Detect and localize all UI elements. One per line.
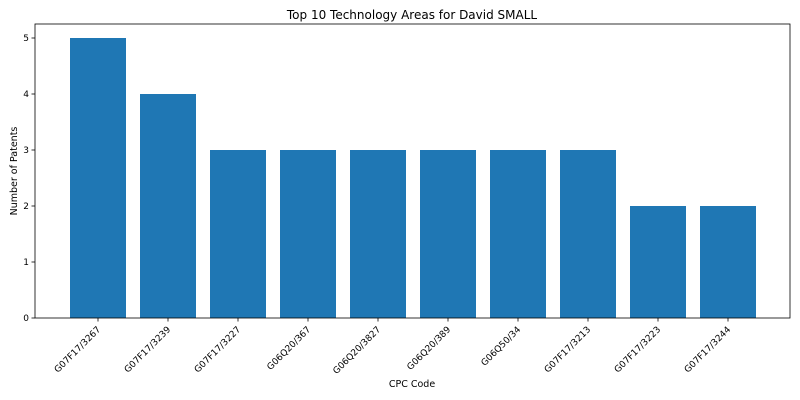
x-tick-label: G07F17/3223 xyxy=(613,325,663,375)
x-tick-label: G07F17/3239 xyxy=(123,325,173,375)
bar-g07f17-3213 xyxy=(560,150,616,318)
x-tick-label: G07F17/3244 xyxy=(683,325,733,375)
bar-g06q20-3827 xyxy=(350,150,406,318)
y-tick-label: 3 xyxy=(23,146,29,156)
bar-g07f17-3267 xyxy=(70,38,126,318)
bar-g07f17-3223 xyxy=(630,206,686,318)
x-axis-label: CPC Code xyxy=(389,379,435,390)
y-tick-label: 2 xyxy=(23,202,29,212)
y-tick-label: 5 xyxy=(23,34,29,44)
x-ticks: G07F17/3267 G07F17/3239 G07F17/3227 G06Q20/… xyxy=(53,318,733,377)
y-tick-label: 1 xyxy=(23,258,29,268)
y-axis-label: Number of Patents xyxy=(9,127,20,216)
bar-g07f17-3227 xyxy=(210,150,266,318)
x-tick-label: G06Q20/389 xyxy=(406,325,454,373)
y-tick-label: 4 xyxy=(23,90,29,100)
x-tick-label: G06Q20/3827 xyxy=(332,325,384,377)
y-tick-label: 0 xyxy=(23,314,29,324)
x-tick-label: G06Q20/367 xyxy=(266,325,314,373)
x-tick-label: G06Q50/34 xyxy=(480,325,524,369)
y-ticks: 0 1 2 3 4 5 xyxy=(23,34,35,324)
chart-title: Top 10 Technology Areas for David SMALL xyxy=(286,8,538,22)
bars xyxy=(70,38,756,318)
x-tick-label: G07F17/3227 xyxy=(193,325,243,375)
bar-g07f17-3239 xyxy=(140,94,196,318)
bar-g06q20-389 xyxy=(420,150,476,318)
x-tick-label: G07F17/3213 xyxy=(543,325,593,375)
bar-g06q20-367 xyxy=(280,150,336,318)
x-tick-label: G07F17/3267 xyxy=(53,325,103,375)
bar-g07f17-3244 xyxy=(700,206,756,318)
bar-g06q50-34 xyxy=(490,150,546,318)
